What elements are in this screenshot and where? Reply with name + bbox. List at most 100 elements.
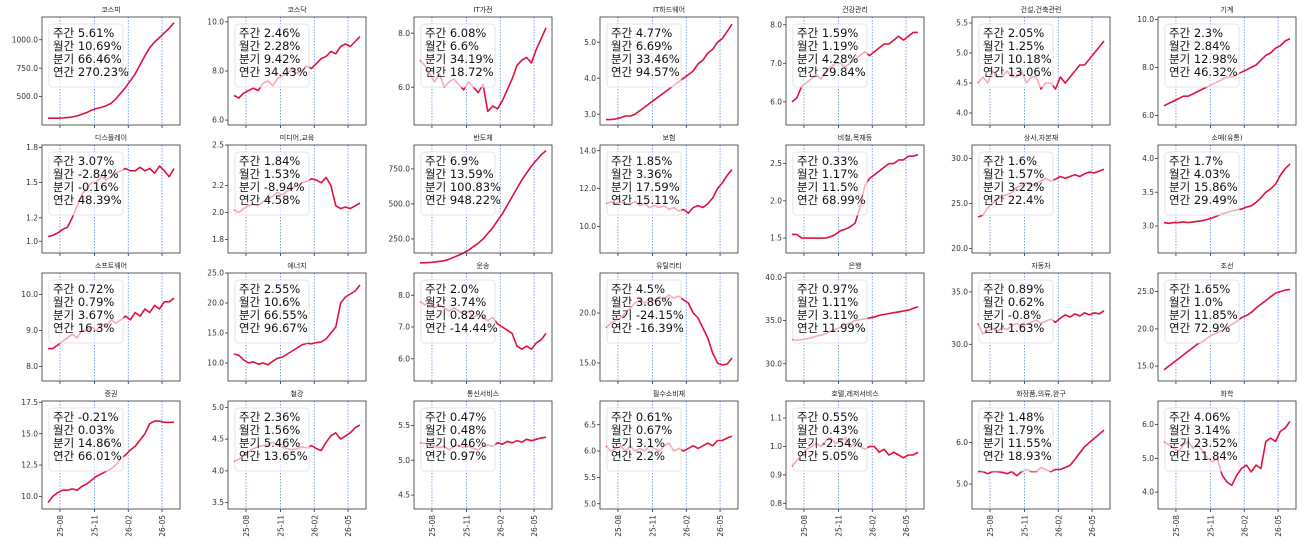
y-tick-label: 20.0 <box>579 309 596 318</box>
axes-frame <box>599 272 739 382</box>
axes-frame <box>599 144 739 254</box>
stat-label: 분기 -24.15% <box>611 308 684 322</box>
stat-label: 분기 66.55% <box>239 308 308 322</box>
subplot: 소매(유통) 주간 1.7%월간 4.03%분기 15.86%연간 29.49% 3… <box>1142 134 1297 256</box>
series-line <box>233 284 361 366</box>
y-tick-label: 25.0 <box>1137 287 1154 296</box>
subplot-title: 화학 <box>1221 389 1234 398</box>
x-tick-label: 26-05 <box>158 515 167 537</box>
y-tick-label: 8.0 <box>398 29 410 38</box>
axes-frame <box>785 272 925 382</box>
stat-label: 분기 -8.94% <box>239 180 305 194</box>
stat-label: 주간 1.48% <box>983 410 1044 424</box>
stat-label: 연간 94.57% <box>611 65 680 79</box>
y-tick-label: 4.0 <box>584 74 596 83</box>
stat-label: 연간 16.3% <box>53 321 114 335</box>
stat-label: 월간 0.43% <box>797 423 858 437</box>
stat-label: 연간 15.11% <box>611 193 680 207</box>
x-tick-label: 26-05 <box>1274 515 1283 537</box>
stats-box <box>978 23 1054 88</box>
stats-box <box>234 407 310 472</box>
stat-label: 연간 11.99% <box>797 321 866 335</box>
stat-label: 분기 3.22% <box>983 180 1044 194</box>
y-tick-label: 10.0 <box>579 222 596 231</box>
stat-label: 연간 4.58% <box>239 193 300 207</box>
stat-label: 주간 6.08% <box>425 26 486 40</box>
y-tick-label: 6.0 <box>1142 111 1154 120</box>
y-tick-label: 250.0 <box>389 235 411 244</box>
stat-label: 연간 270.23% <box>53 65 129 79</box>
subplot-title: 에너지 <box>287 261 306 270</box>
y-tick-label: 30.0 <box>951 340 968 349</box>
x-tick-label: 26-02 <box>496 515 505 537</box>
subplot-title: 반도체 <box>473 133 492 142</box>
y-tick-label: 15.0 <box>579 359 596 368</box>
y-tick-label: 1.2 <box>26 213 38 222</box>
stat-label: 분기 9.42% <box>239 52 300 66</box>
y-tick-label: 4.5 <box>398 491 410 500</box>
y-tick-label: 750.0 <box>389 164 411 173</box>
stat-label: 월간 10.6% <box>239 295 300 309</box>
stat-label: 주간 2.46% <box>239 26 300 40</box>
stat-label: 월간 1.25% <box>983 39 1044 53</box>
stat-label: 월간 1.11% <box>797 295 858 309</box>
stat-label: 연간 2.2% <box>611 449 665 463</box>
y-tick-label: 35.0 <box>765 316 782 325</box>
axes-frame <box>413 144 553 254</box>
axes-frame <box>41 272 181 382</box>
y-tick-label: 0.9 <box>770 470 782 479</box>
stats-box <box>792 407 868 472</box>
y-tick-label: 20.0 <box>951 244 968 253</box>
stat-label: 월간 1.53% <box>239 167 300 181</box>
stat-label: 주간 1.6% <box>983 154 1037 168</box>
y-tick-label: 1.5 <box>770 234 782 243</box>
stat-label: 월간 1.0% <box>1169 295 1223 309</box>
axes-frame <box>971 400 1111 510</box>
stats-box <box>234 23 310 88</box>
stat-label: 연간 5.05% <box>797 449 858 463</box>
x-tick-label: 26-02 <box>124 515 133 537</box>
stats-box <box>1164 151 1240 216</box>
y-tick-label: 8.0 <box>1142 63 1154 72</box>
stat-label: 주간 2.36% <box>239 410 300 424</box>
y-tick-label: 3.0 <box>1142 222 1154 231</box>
stat-label: 주간 2.0% <box>425 282 479 296</box>
stat-label: 월간 0.67% <box>611 423 672 437</box>
y-tick-label: 8.0 <box>770 20 782 29</box>
stat-label: 월간 2.84% <box>1169 39 1230 53</box>
y-tick-label: 8.0 <box>212 67 224 76</box>
x-tick-label: 25-11 <box>1020 515 1029 537</box>
y-tick-label: 2.0 <box>212 208 224 217</box>
x-tick-label: 25-08 <box>56 515 65 537</box>
axes-frame <box>41 144 181 254</box>
y-tick-label: 1.1 <box>770 414 782 423</box>
stat-label: 분기 11.5% <box>797 180 858 194</box>
stat-label: 주간 0.72% <box>53 282 114 296</box>
stats-box <box>48 151 124 216</box>
y-tick-label: 10.0 <box>21 492 38 501</box>
subplot-title: 기계 <box>1221 5 1234 14</box>
x-tick-label: 26-05 <box>1088 515 1097 537</box>
y-tick-label: 0.8 <box>770 499 782 508</box>
stat-label: 주간 4.77% <box>611 26 672 40</box>
stats-box <box>606 23 682 88</box>
stat-label: 연간 48.39% <box>53 193 122 207</box>
y-tick-label: 4.5 <box>956 79 968 88</box>
stat-label: 분기 -0.16% <box>53 180 119 194</box>
y-tick-label: 20.0 <box>1137 324 1154 333</box>
axes-frame <box>227 272 367 382</box>
y-tick-label: 15.0 <box>1137 362 1154 371</box>
axes-frame <box>1157 272 1297 382</box>
stats-box <box>48 279 124 344</box>
stats-box <box>792 23 868 88</box>
